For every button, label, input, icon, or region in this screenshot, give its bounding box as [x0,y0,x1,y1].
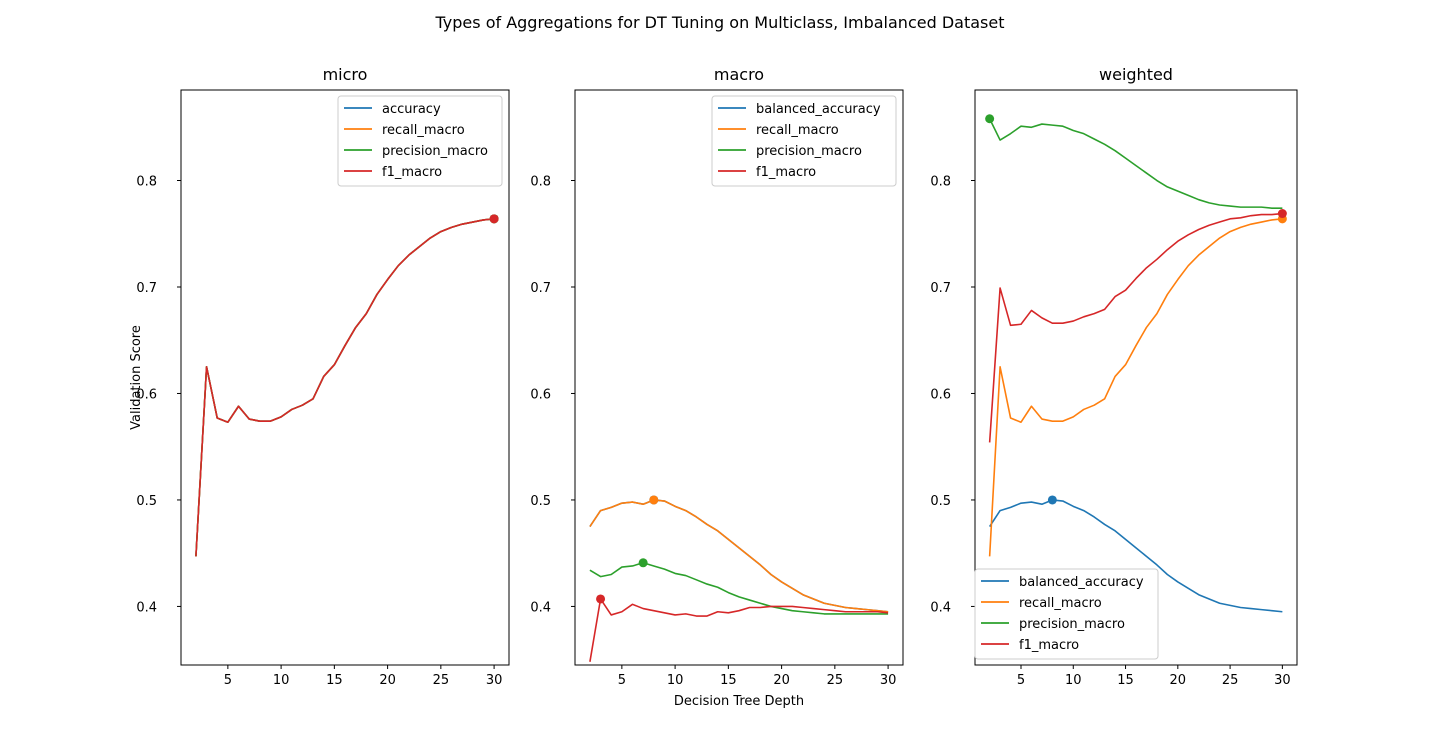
y-tick-label: 0.5 [530,494,551,509]
legend-entry: f1_macro [1019,638,1079,653]
x-tick-label: 30 [486,673,503,688]
series-line-f1_macro [195,218,495,557]
x-tick-label: 25 [433,673,450,688]
y-tick-label: 0.8 [930,175,951,190]
y-tick-label: 0.4 [930,600,951,615]
x-tick-label: 20 [379,673,396,688]
x-tick-label: 20 [773,673,790,688]
legend-entry: balanced_accuracy [1019,575,1144,590]
figure-title: Types of Aggregations for DT Tuning on M… [435,13,1005,32]
legend-entry: recall_macro [382,123,465,138]
legend-entry: recall_macro [756,123,839,138]
legend: balanced_accuracy recall_macro precision_m… [974,568,1159,660]
x-tick-label: 30 [1274,673,1291,688]
legend-entry: precision_macro [1019,617,1125,632]
legend-entry: accuracy [382,102,441,117]
series-line-precision_macro [988,118,1283,209]
legend-entry: f1_macro [756,165,816,180]
legend-entry: f1_macro [382,165,442,180]
x-tick-label: 10 [273,673,290,688]
best-point-precision_macro [638,558,648,568]
best-point-balanced_accuracy [1047,495,1057,505]
y-tick-label: 0.7 [136,281,157,296]
best-point-recall_macro [649,495,659,505]
x-tick-label: 25 [1222,673,1239,688]
legend: accuracy recall_macro precision_macro f1_ma… [337,95,503,187]
x-tick-label: 15 [1117,673,1134,688]
best-point-f1_macro [489,214,499,224]
x-axis-label: Decision Tree Depth [674,694,804,709]
x-tick-label: 15 [326,673,343,688]
y-tick-label: 0.6 [930,387,951,402]
best-point-precision_macro [985,114,995,124]
series-line-recall_macro [589,499,889,613]
y-axis-label: Validation Score [129,325,144,430]
x-tick-label: 15 [720,673,737,688]
x-tick-label: 5 [1017,673,1025,688]
subplot-weighted: weighted 5 10 15 20 25 30 0.4 0.5 0.6 0.7 0.8 balanc… [930,65,1298,688]
legend-entry: balanced_accuracy [756,102,881,117]
y-tick-label: 0.5 [930,494,951,509]
y-tick-label: 0.4 [530,600,551,615]
subplot-micro: micro 5 10 15 20 25 30 0.4 0.5 0.6 0.7 0.8 Validatio… [129,65,510,688]
y-tick-label: 0.6 [530,387,551,402]
y-tick-label: 0.6 [136,387,157,402]
legend: balanced_accuracy recall_macro precision_m… [711,95,897,187]
x-tick-label: 30 [880,673,897,688]
series-line-f1_macro [988,212,1283,443]
best-point-f1_macro [1277,209,1287,219]
legend-entry: recall_macro [1019,596,1102,611]
series-group [195,218,495,557]
best-point-f1_macro [596,594,606,604]
y-tick-label: 0.8 [530,175,551,190]
x-tick-label: 10 [667,673,684,688]
subplot-title: macro [714,65,764,84]
x-tick-label: 5 [224,673,232,688]
legend-entry: precision_macro [382,144,488,159]
series-line-recall_macro [988,218,1283,557]
legend-box [337,95,503,187]
series-line-balanced_accuracy [988,499,1283,613]
subplot-title: weighted [1099,65,1173,84]
subplot-title: micro [323,65,368,84]
y-tick-label: 0.7 [530,281,551,296]
y-tick-label: 0.8 [136,175,157,190]
x-tick-label: 5 [618,673,626,688]
y-tick-label: 0.5 [136,494,157,509]
series-line-f1_macro [589,598,889,662]
x-tick-label: 20 [1170,673,1187,688]
series-group [988,118,1283,613]
y-tick-label: 0.7 [930,281,951,296]
subplot-macro: macro 5 10 15 20 25 30 0.4 0.5 0.6 0.7 0.8 Decision … [530,65,904,709]
x-tick-label: 10 [1065,673,1082,688]
y-tick-label: 0.4 [136,600,157,615]
subplots: micro 5 10 15 20 25 30 0.4 0.5 0.6 0.7 0.8 Validatio… [129,65,1298,709]
legend-box [974,568,1159,660]
legend-entry: precision_macro [756,144,862,159]
legend-box [711,95,897,187]
x-tick-label: 25 [827,673,844,688]
